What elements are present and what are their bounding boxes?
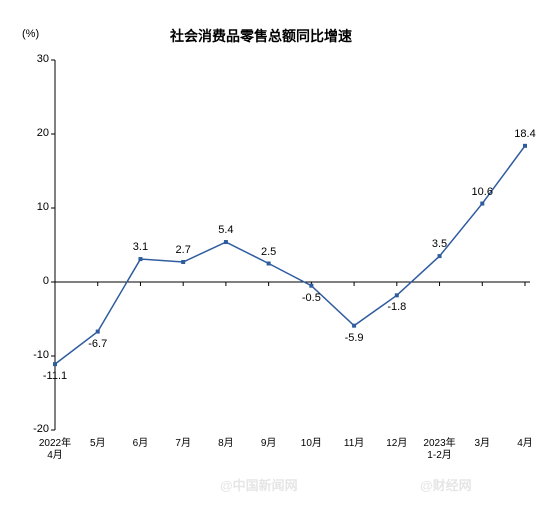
x-tick-label: 4月	[517, 438, 533, 450]
x-tick-label: 5月	[90, 438, 106, 450]
y-tick-label: -10	[19, 349, 49, 361]
y-tick-label: -20	[19, 423, 49, 435]
data-point-label: -1.8	[387, 301, 406, 313]
data-point-label: -0.5	[302, 292, 321, 304]
data-point-label: 2.7	[176, 244, 191, 256]
x-tick-label: 6月	[133, 438, 149, 450]
data-point-label: 2.5	[261, 246, 276, 258]
x-tick-label: 10月	[301, 438, 322, 450]
line-chart: (%) 社会消费品零售总额同比增速 -20-100102030 2022年4月5…	[0, 0, 554, 506]
data-point-label: 10.6	[472, 186, 493, 198]
data-point-label: 18.4	[514, 128, 535, 140]
plot-svg	[0, 0, 554, 506]
x-tick-label: 8月	[218, 438, 234, 450]
x-tick-label: 3月	[474, 438, 490, 450]
data-point-label: 5.4	[218, 224, 233, 236]
data-point-label: 3.5	[432, 238, 447, 250]
x-tick-label: 7月	[175, 438, 191, 450]
x-tick-label: 2023年1-2月	[423, 438, 455, 462]
watermark-1: @中国新闻网	[220, 475, 298, 494]
y-tick-label: 30	[19, 53, 49, 65]
data-point-label: -11.1	[43, 370, 67, 382]
data-point-label: -6.7	[88, 338, 107, 350]
y-tick-label: 20	[19, 127, 49, 139]
watermark-2: @财经网	[420, 475, 472, 494]
x-tick-label: 2022年4月	[39, 438, 71, 462]
x-tick-label: 12月	[386, 438, 407, 450]
y-tick-label: 10	[19, 201, 49, 213]
data-point-label: 3.1	[133, 241, 148, 253]
y-tick-label: 0	[19, 275, 49, 287]
x-tick-label: 9月	[261, 438, 277, 450]
data-point-label: -5.9	[345, 332, 364, 344]
x-tick-label: 11月	[344, 438, 364, 450]
